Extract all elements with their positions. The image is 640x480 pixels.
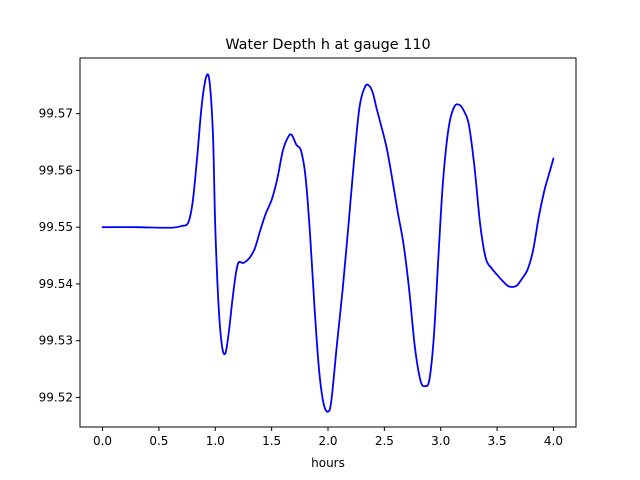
x-tick-label: 3.5 [488, 434, 507, 448]
x-tick-label: 0.0 [93, 434, 112, 448]
x-tick-label: 0.5 [149, 434, 168, 448]
x-tick-label: 2.5 [375, 434, 394, 448]
x-axis-label: hours [311, 456, 345, 470]
x-tick-label: 1.0 [206, 434, 225, 448]
plot-area-frame [79, 57, 577, 428]
series-line [101, 73, 555, 413]
x-axis-ticks: 0.0 0.5 1.0 1.5 2.0 2.5 3.0 3.5 4.0 [93, 427, 563, 448]
y-tick-label: 99.55 [39, 220, 73, 234]
y-axis-ticks: 99.52 99.53 99.54 99.55 99.56 99.57 [39, 107, 80, 404]
y-tick-label: 99.52 [39, 390, 73, 404]
chart-title: Water Depth h at gauge 110 [225, 37, 430, 53]
y-tick-label: 99.54 [39, 277, 73, 291]
x-tick-label: 4.0 [544, 434, 563, 448]
y-tick-label: 99.57 [39, 107, 73, 121]
x-tick-label: 3.0 [431, 434, 450, 448]
y-tick-label: 99.53 [39, 334, 73, 348]
x-tick-label: 1.5 [262, 434, 281, 448]
y-tick-label: 99.56 [39, 163, 73, 177]
x-tick-label: 2.0 [318, 434, 337, 448]
